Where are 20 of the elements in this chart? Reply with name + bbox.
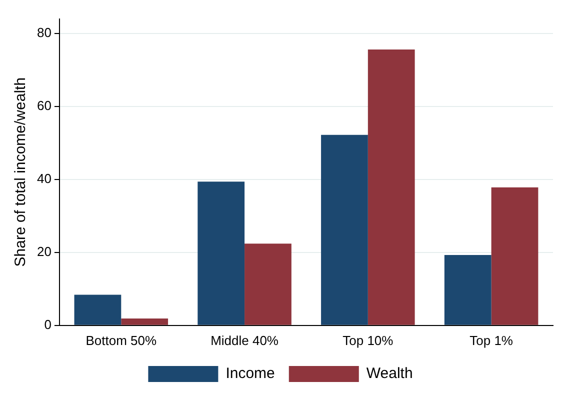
bar: [198, 182, 245, 325]
x-tick-label: Bottom 50%: [86, 332, 157, 348]
y-tick-label: 80: [36, 24, 52, 40]
x-tick-label: Top 10%: [342, 332, 394, 348]
bar: [321, 134, 368, 325]
bar: [244, 244, 292, 325]
bar: [444, 254, 492, 325]
bar: [74, 294, 122, 325]
legend-label: Income: [226, 365, 275, 382]
bar: [491, 187, 538, 325]
bar: [121, 318, 168, 325]
y-tick-label: 20: [36, 244, 52, 259]
x-tick-label: Top 1%: [470, 332, 514, 348]
bar: [368, 49, 415, 325]
legend-label: Wealth: [366, 365, 413, 382]
y-tick-label: 60: [36, 98, 52, 113]
y-tick-label: 0: [44, 316, 52, 332]
y-tick-label: 40: [36, 170, 52, 186]
y-axis-title: Share of total income/wealth: [12, 77, 30, 267]
x-tick-label: Middle 40%: [210, 332, 279, 348]
